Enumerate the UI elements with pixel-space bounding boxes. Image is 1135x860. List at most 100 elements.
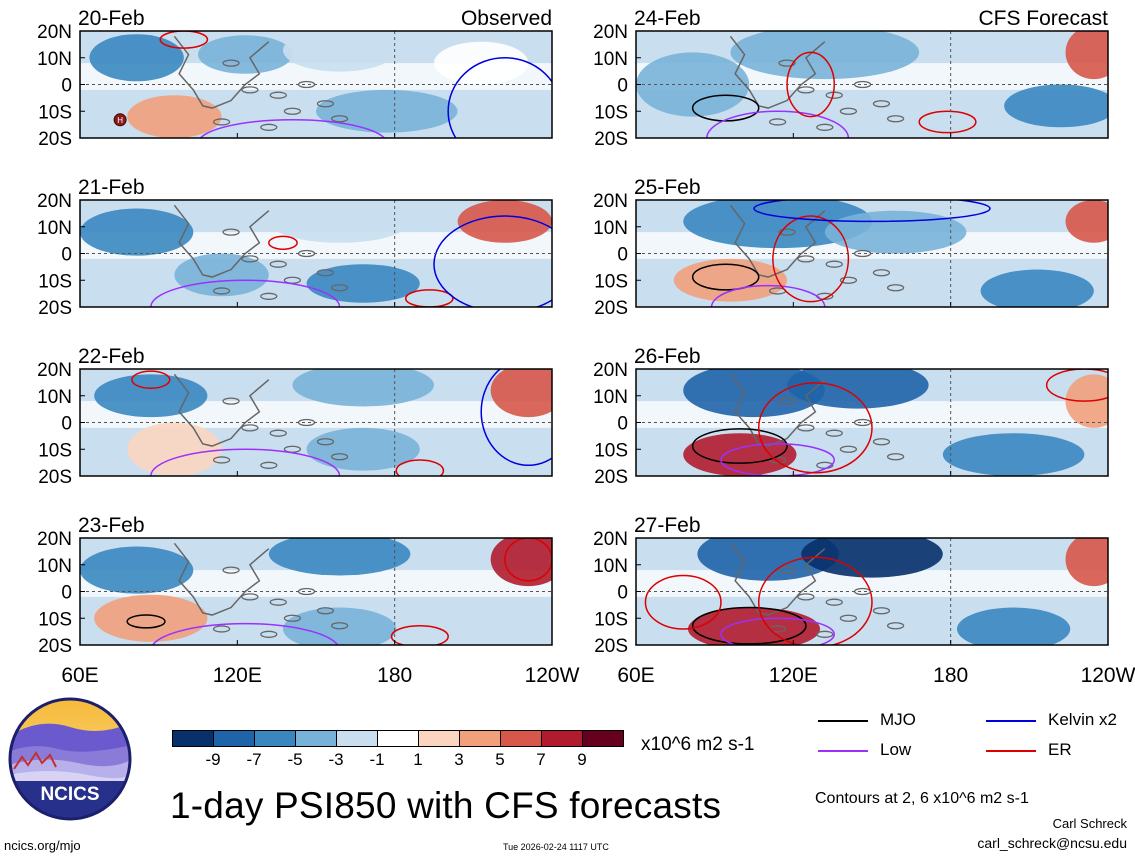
contour [433, 215, 552, 307]
colorbar-swatch [254, 730, 296, 747]
colorbar-label: 5 [495, 750, 505, 769]
island [212, 456, 231, 464]
y-tick-label: 10S [594, 609, 628, 630]
island [886, 453, 905, 461]
y-tick-label: 10S [38, 271, 72, 292]
contour [480, 369, 552, 467]
island [839, 107, 858, 115]
panel-26-Feb: 20N 10N 0 10S 20S 26-Feb [593, 345, 1109, 488]
island [778, 228, 796, 236]
island [269, 598, 287, 606]
legend-label: MJO [880, 710, 916, 729]
contour [918, 110, 977, 134]
panel-date: 27-Feb [634, 514, 701, 537]
contour [691, 428, 788, 464]
island [825, 598, 843, 606]
island [241, 86, 259, 94]
anomaly-blob [1004, 84, 1108, 128]
island [839, 614, 858, 622]
colorbar-label: 7 [536, 750, 546, 769]
field [80, 200, 552, 307]
contour [390, 624, 449, 645]
island [872, 438, 891, 446]
island [872, 100, 891, 108]
legend-line [986, 720, 1036, 722]
contour [151, 622, 339, 645]
timestamp: Tue 2026-02-24 1117 UTC [503, 842, 609, 852]
colorbar-swatch [582, 730, 624, 747]
field [636, 369, 1108, 476]
island [260, 292, 278, 300]
anomaly-blob [683, 200, 872, 249]
contour [159, 31, 209, 49]
island [283, 614, 302, 622]
y-tick-label: 10N [37, 387, 72, 408]
island [260, 123, 278, 131]
island [316, 100, 335, 108]
anomaly-blob [292, 369, 434, 407]
contour [691, 263, 760, 291]
coastline [173, 542, 270, 616]
y-tick-label: 10N [593, 218, 628, 239]
anomaly-blob [306, 427, 420, 471]
anomaly-blob [80, 208, 194, 256]
colorbar-swatch [541, 730, 583, 747]
high-marker [113, 113, 127, 127]
island [269, 260, 287, 268]
field [636, 538, 1108, 645]
panel-date: 25-Feb [634, 176, 701, 199]
colorbar-label: -1 [369, 750, 385, 769]
y-tick-label: 20N [37, 360, 72, 381]
y-tick-label: 0 [617, 414, 628, 435]
panel-date: 21-Feb [78, 176, 145, 199]
contour [757, 382, 873, 474]
island [778, 397, 796, 405]
island [241, 593, 259, 601]
island [778, 566, 796, 574]
island [330, 284, 349, 292]
island [768, 118, 787, 126]
panel-23-Feb: 20N 10N 0 10S 20S 23-Feb 60E 120E 180 120W [37, 514, 579, 687]
island [269, 429, 287, 437]
y-tick-label: 0 [617, 583, 628, 604]
x-tick-label: 120E [213, 664, 262, 687]
anomaly-blob [787, 369, 929, 409]
island [260, 461, 278, 469]
y-tick-label: 10S [38, 102, 72, 123]
colorbar-label: -9 [205, 750, 221, 769]
y-tick-label: 10S [38, 609, 72, 630]
legend-label: Low [880, 740, 912, 759]
island [886, 115, 905, 123]
anomaly-blob [801, 538, 943, 578]
y-tick-label: 20N [593, 360, 628, 381]
y-tick-label: 20N [593, 529, 628, 550]
author: Carl Schreck [1052, 816, 1127, 831]
y-tick-label: 10S [594, 271, 628, 292]
contour [753, 200, 991, 223]
author-email[interactable]: carl_schreck@ncsu.edu [977, 835, 1127, 851]
y-tick-label: 0 [61, 245, 72, 266]
field [80, 31, 552, 138]
island [222, 228, 240, 236]
coastline [729, 35, 826, 109]
website-link[interactable]: ncics.org/mjo [4, 838, 81, 853]
anomaly-blob [94, 594, 208, 642]
anomaly-blob [127, 95, 222, 138]
anomaly-blob [730, 31, 920, 80]
colorbar-swatch [377, 730, 419, 747]
contour [126, 614, 166, 629]
panel-27-Feb: 20N 10N 0 10S 20S 27-Feb 60E 120E 180 120W [593, 514, 1135, 687]
observed-label: Observed [461, 7, 552, 30]
y-tick-label: 0 [61, 583, 72, 604]
coastline [729, 373, 826, 447]
panel-date: 20-Feb [78, 7, 145, 30]
y-tick-label: 20N [593, 22, 628, 43]
island [797, 86, 815, 94]
island [222, 59, 240, 67]
field [636, 200, 1108, 307]
coastline [173, 35, 270, 109]
colorbar-swatch [500, 730, 542, 747]
contour [268, 235, 298, 250]
ncics-logo: NCICS [8, 697, 132, 821]
contour [199, 119, 386, 138]
